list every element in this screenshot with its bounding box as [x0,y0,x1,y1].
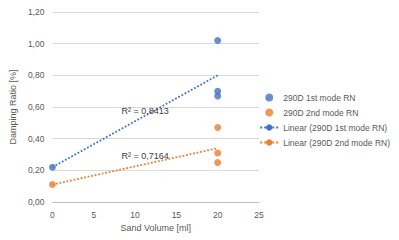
svg-text:0: 0 [50,210,55,220]
svg-text:Linear (290D 2nd mode RN): Linear (290D 2nd mode RN) [283,138,390,148]
svg-text:0,20: 0,20 [28,165,45,175]
svg-text:10: 10 [130,210,140,220]
svg-text:5: 5 [91,210,96,220]
svg-text:0,00: 0,00 [28,197,45,207]
svg-text:Linear (290D 1st mode RN): Linear (290D 1st mode RN) [283,123,387,133]
svg-text:20: 20 [213,210,223,220]
svg-text:290D 2nd mode RN: 290D 2nd mode RN [283,108,358,118]
svg-text:Damping Ratio [%]: Damping Ratio [%] [8,69,18,144]
svg-text:0,60: 0,60 [28,102,45,112]
svg-text:15: 15 [172,210,182,220]
svg-text:1,00: 1,00 [28,39,45,49]
svg-text:R² = 0,7164: R² = 0,7164 [121,151,168,161]
svg-text:290D 1st mode RN: 290D 1st mode RN [283,93,355,103]
svg-text:Sand Volume [ml]: Sand Volume [ml] [120,223,191,233]
svg-text:0,40: 0,40 [28,134,45,144]
svg-text:R² = 0,8413: R² = 0,8413 [121,106,168,116]
svg-text:0,80: 0,80 [28,70,45,80]
svg-text:1,20: 1,20 [28,7,45,17]
svg-text:25: 25 [254,210,264,220]
